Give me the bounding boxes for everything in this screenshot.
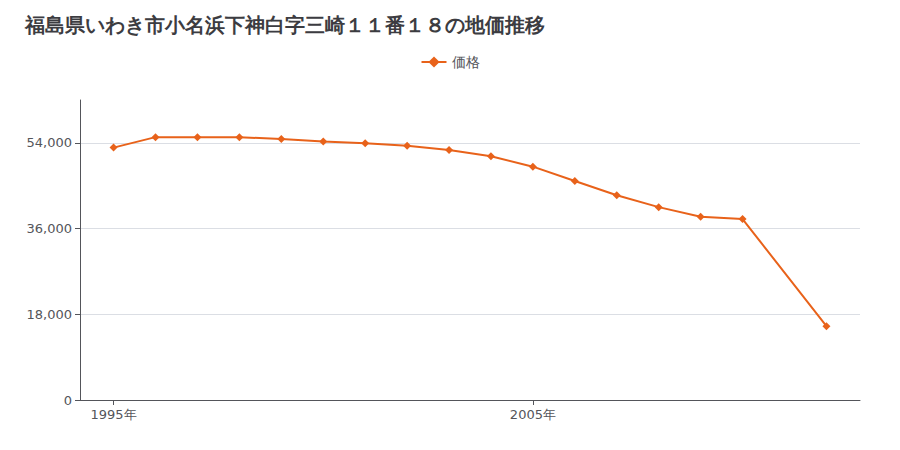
- svg-text:0: 0: [64, 393, 72, 408]
- svg-text:福島県いわき市小名浜下神白字三崎１１番１８の地価推移: 福島県いわき市小名浜下神白字三崎１１番１８の地価推移: [24, 13, 545, 37]
- svg-text:18,000: 18,000: [27, 307, 73, 322]
- svg-text:2005年: 2005年: [510, 407, 556, 422]
- svg-text:価格: 価格: [452, 54, 480, 70]
- svg-text:1995年: 1995年: [91, 407, 137, 422]
- svg-text:36,000: 36,000: [27, 221, 73, 236]
- svg-text:54,000: 54,000: [27, 135, 73, 150]
